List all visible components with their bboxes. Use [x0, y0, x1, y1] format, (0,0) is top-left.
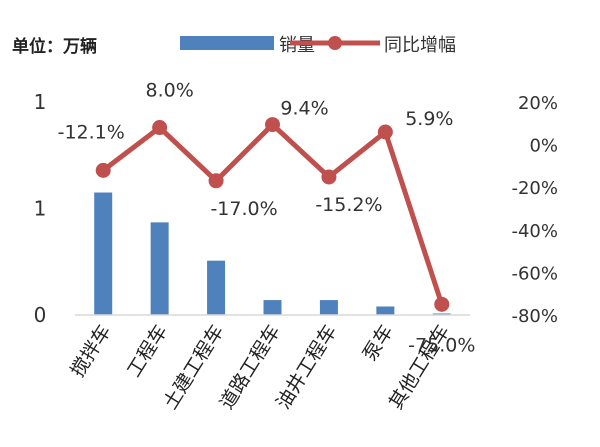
data-label: 8.0%: [146, 80, 194, 102]
line-point: [208, 173, 224, 189]
legend-line-label: 同比增幅: [384, 35, 456, 56]
bar: [376, 306, 395, 315]
data-label: 9.4%: [280, 98, 328, 120]
data-labels: -12.1% 8.0% -17.0% 9.4% -15.2% 5.9% -75.0%: [58, 80, 476, 357]
bar: [207, 260, 226, 315]
right-tick-label: 0%: [529, 136, 558, 157]
line-point: [265, 117, 280, 133]
right-tick-label: -60%: [511, 263, 558, 284]
bar: [94, 192, 113, 315]
line-point: [152, 120, 168, 136]
line-point: [434, 296, 450, 312]
unit-label: 单位：万辆: [12, 36, 97, 57]
data-label: 5.9%: [405, 108, 453, 130]
legend: 销量 同比增幅: [180, 35, 456, 56]
data-label: -12.1%: [58, 121, 125, 143]
bar: [319, 300, 338, 315]
line-series: [95, 117, 450, 312]
category-label: 泵车: [359, 321, 398, 365]
legend-line-marker: [328, 36, 342, 50]
bar-series: [94, 192, 451, 315]
bar: [150, 222, 169, 315]
line-point: [377, 124, 393, 140]
left-tick-label: 1: [34, 197, 47, 221]
line-point: [95, 162, 111, 178]
data-label: -17.0%: [210, 198, 277, 220]
category-label: 搅拌车: [67, 321, 116, 381]
left-tick-label: 1: [34, 90, 47, 114]
data-label: -75.0%: [408, 334, 475, 356]
left-axis: 0 1 1: [34, 90, 47, 327]
right-tick-label: -40%: [511, 221, 558, 242]
left-tick-label: 0: [34, 303, 47, 327]
right-tick-label: -20%: [511, 178, 558, 199]
right-tick-label: 20%: [518, 93, 558, 114]
legend-bar-swatch: [180, 36, 274, 50]
bar: [263, 300, 282, 315]
category-label: 工程车: [123, 321, 172, 381]
data-label: -15.2%: [315, 194, 382, 216]
right-tick-label: -80%: [511, 306, 558, 327]
line-point: [321, 169, 337, 185]
right-axis: 20% 0% -20% -40% -60% -80%: [511, 93, 558, 327]
